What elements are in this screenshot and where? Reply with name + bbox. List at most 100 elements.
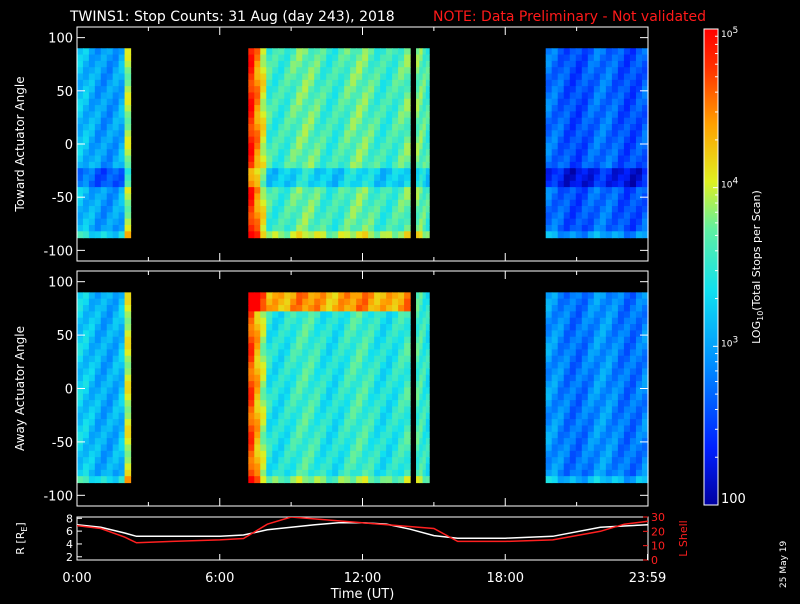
heatmap-cell [77,406,84,414]
heatmap-cell [425,174,430,182]
heatmap-cell [284,457,291,465]
heatmap-cell [557,438,565,446]
heatmap-cell [82,412,90,420]
heatmap-cell [314,231,321,239]
heatmap-cell [425,463,430,471]
heatmap-cell [593,362,601,370]
heatmap-cell [605,161,613,169]
heatmap-cell [545,400,553,408]
heatmap-cell [581,317,589,325]
heatmap-cell [419,457,424,465]
heatmap-cell [290,292,297,300]
heatmap-cell [599,224,607,232]
heatmap-cell [100,117,108,125]
heatmap-cell [248,48,255,56]
heatmap-cell [82,60,90,68]
heatmap-cell [254,444,261,452]
heatmap-cell [398,60,405,68]
heatmap-cell [94,67,102,75]
heatmap-cell [599,193,607,201]
heatmap-cell [551,142,559,150]
heatmap-cell [587,317,595,325]
heatmap-cell [248,73,255,81]
heatmap-cell [344,136,351,144]
heatmap-cell [338,324,345,331]
heatmap-cell [641,387,649,395]
heatmap-cell [290,438,297,446]
heatmap-cell [362,457,369,465]
heatmap-cell [248,292,255,300]
heatmap-cell [599,349,607,357]
heatmap-cell [581,381,589,389]
heatmap-cell [77,400,84,408]
heatmap-cell [332,381,339,389]
heatmap-cell [398,92,405,100]
heatmap-cell [302,168,309,176]
heatmap-cell [617,393,625,401]
heatmap-cell [629,161,637,169]
heatmap-cell [605,187,613,195]
heatmap-cell [641,450,649,458]
heatmap-cell [557,324,565,331]
heatmap-cell [575,412,583,420]
heatmap-cell [326,336,333,344]
heatmap-cell [569,98,577,106]
heatmap-cell [392,161,399,169]
heatmap-cell [77,469,84,477]
heatmap-cell [374,67,381,75]
heatmap-cell [545,355,553,363]
heatmap-cell [296,60,303,68]
heatmap-cell [77,54,84,62]
heatmap-cell [106,54,114,62]
heatmap-cell [106,231,114,239]
heatmap-cell [545,111,553,119]
y-tick-label-left: 8 [66,512,73,525]
heatmap-cell [314,463,321,471]
heatmap-cell [77,425,84,433]
heatmap-cell [425,355,430,363]
heatmap-cell [575,476,583,484]
heatmap-cell [392,368,399,376]
heatmap-cell [320,67,327,75]
heatmap-cell [314,124,321,131]
heatmap-cell [563,330,571,338]
heatmap-cell [593,381,601,389]
heatmap-cell [308,374,315,382]
heatmap-cell [404,60,411,68]
heatmap-cell [551,124,559,131]
heatmap-cell [112,374,120,382]
heatmap-cell [254,180,261,188]
heatmap-cell [605,79,613,87]
heatmap-cell [254,54,261,62]
heatmap-cell [422,79,427,87]
heatmap-cell [563,311,571,319]
heatmap-cell [100,431,108,439]
heatmap-cell [290,298,297,306]
heatmap-cell [278,368,285,376]
heatmap-cell [314,355,321,363]
heatmap-cell [563,393,571,401]
heatmap-cell [302,54,309,62]
heatmap-cell [278,48,285,56]
heatmap-cell [260,374,267,382]
heatmap-cell [290,86,297,94]
heatmap-cell [557,199,565,207]
heatmap-cell [272,86,279,94]
heatmap-cell [422,393,427,401]
heatmap-cell [617,330,625,338]
heatmap-cell [563,142,571,150]
heatmap-cell [551,187,559,195]
heatmap-cell [404,218,411,226]
heatmap-cell [350,393,357,401]
heatmap-cell [356,218,363,226]
heatmap-cell [635,92,643,100]
heatmap-cell [296,105,303,112]
heatmap-cell [629,400,637,408]
heatmap-cell [551,180,559,188]
heatmap-cell [278,117,285,125]
heatmap-cell [314,450,321,458]
heatmap-cell [380,60,387,68]
heatmap-cell [350,149,357,157]
heatmap-cell [392,450,399,458]
heatmap-cell [599,117,607,125]
